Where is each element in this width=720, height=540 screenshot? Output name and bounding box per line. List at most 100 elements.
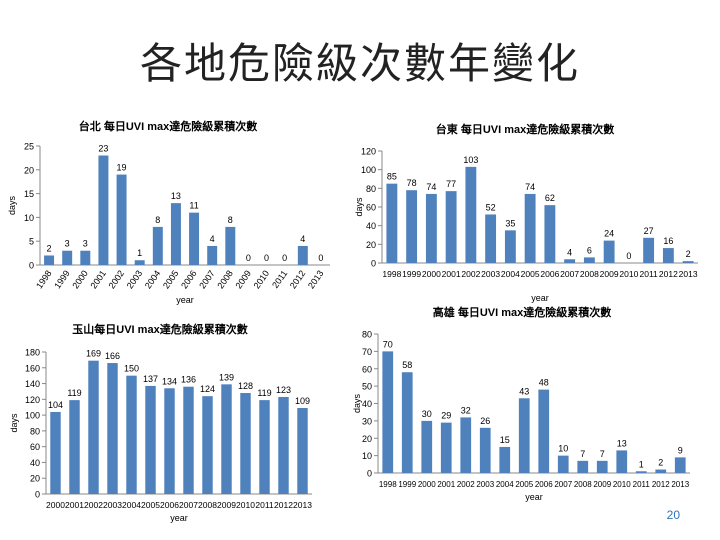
taitung-x-tick-label: 2002 xyxy=(461,269,480,279)
kaohsiung-y-label: days xyxy=(352,393,362,413)
yushan-data-label: 119 xyxy=(257,388,271,398)
kaohsiung-bar xyxy=(401,372,413,473)
taipei-data-label: 0 xyxy=(282,253,287,263)
taipei-bar xyxy=(116,174,127,265)
taitung-x-tick-label: 2004 xyxy=(501,269,520,279)
kaohsiung-data-label: 9 xyxy=(678,445,683,455)
taitung-y-tick-label: 40 xyxy=(366,221,376,231)
taipei-bar xyxy=(80,250,91,265)
yushan-bar xyxy=(69,400,80,494)
taitung-x-label: year xyxy=(531,293,549,303)
yushan-data-label: 150 xyxy=(124,364,139,374)
page-number: 20 xyxy=(666,508,680,522)
kaohsiung-data-label: 29 xyxy=(441,411,451,421)
taitung-data-label: 103 xyxy=(463,155,478,165)
taitung-bar xyxy=(662,248,674,263)
kaohsiung-bar xyxy=(440,422,452,473)
yushan-data-label: 136 xyxy=(181,375,196,385)
yushan-x-tick-label: 2006 xyxy=(160,500,179,510)
yushan-title: 玉山每日UVI max達危險級累積次數 xyxy=(72,322,247,336)
taitung-x-tick-label: 2010 xyxy=(619,269,638,279)
yushan-y-tick-label: 40 xyxy=(30,458,40,468)
taitung-data-label: 0 xyxy=(626,251,631,261)
taipei-bar xyxy=(170,203,181,265)
taitung-title: 台東 每日UVI max達危險級累積次數 xyxy=(436,122,614,136)
kaohsiung-x-tick-label: 2006 xyxy=(535,480,553,489)
yushan-y-tick-label: 140 xyxy=(25,379,40,389)
yushan-x-tick-label: 2003 xyxy=(103,500,122,510)
yushan-bar xyxy=(202,396,213,494)
kaohsiung-x-label: year xyxy=(525,492,543,502)
kaohsiung-bar xyxy=(557,455,569,473)
taipei-data-label: 4 xyxy=(300,234,305,244)
yushan-x-tick-label: 2009 xyxy=(217,500,236,510)
taitung-x-tick-label: 2007 xyxy=(560,269,579,279)
kaohsiung-bar xyxy=(596,460,608,473)
taipei-data-label: 2 xyxy=(47,243,52,253)
kaohsiung-y-tick-label: 10 xyxy=(362,451,372,461)
yushan-x-tick-label: 2002 xyxy=(84,500,103,510)
taipei-bar xyxy=(44,255,55,265)
taitung-y-tick-label: 60 xyxy=(366,203,376,213)
taipei-y-tick-label: 20 xyxy=(24,165,34,175)
taitung-x-tick-label: 2000 xyxy=(422,269,441,279)
taitung-bar xyxy=(386,183,398,263)
taitung-bar xyxy=(485,214,497,263)
kaohsiung-y-tick-label: 70 xyxy=(362,347,372,357)
yushan-x-tick-label: 2007 xyxy=(179,500,198,510)
kaohsiung-data-label: 15 xyxy=(500,435,510,445)
yushan-data-label: 119 xyxy=(67,388,81,398)
taitung-bar xyxy=(406,190,418,263)
taitung-data-label: 27 xyxy=(644,226,654,236)
kaohsiung-bar xyxy=(382,351,394,473)
yushan-y-tick-label: 0 xyxy=(35,490,40,500)
yushan-bar xyxy=(278,396,289,494)
kaohsiung-bar xyxy=(538,389,550,473)
kaohsiung-y-tick-label: 20 xyxy=(362,434,372,444)
kaohsiung-bar xyxy=(499,446,511,473)
yushan-y-tick-label: 100 xyxy=(25,411,40,421)
yushan-bar xyxy=(297,408,308,494)
taitung-data-label: 6 xyxy=(587,245,592,255)
taitung-x-tick-label: 1998 xyxy=(382,269,401,279)
kaohsiung-data-label: 13 xyxy=(617,438,627,448)
taipei-data-label: 0 xyxy=(246,253,251,263)
taipei-data-label: 8 xyxy=(228,215,233,225)
kaohsiung-x-tick-label: 1998 xyxy=(379,480,397,489)
kaohsiung-x-tick-label: 2011 xyxy=(633,480,651,489)
taitung-x-tick-label: 2003 xyxy=(481,269,500,279)
taitung-data-label: 77 xyxy=(446,179,456,189)
taipei-y-tick-label: 0 xyxy=(29,261,34,271)
yushan-bar xyxy=(164,388,175,494)
taitung-bar xyxy=(445,191,457,263)
taitung-bar xyxy=(465,166,477,263)
kaohsiung-bar xyxy=(421,420,433,473)
kaohsiung-x-tick-label: 2002 xyxy=(457,480,475,489)
yushan-y-tick-label: 180 xyxy=(25,348,40,358)
kaohsiung-bar xyxy=(635,471,647,473)
kaohsiung-bar xyxy=(616,450,628,473)
yushan-bar xyxy=(126,375,137,494)
kaohsiung-x-tick-label: 2001 xyxy=(437,480,455,489)
taitung-bar xyxy=(504,230,516,263)
taitung-data-label: 4 xyxy=(567,247,572,257)
taipei-bar xyxy=(207,245,218,265)
yushan-y-label: days xyxy=(9,413,19,433)
taitung-y-tick-label: 0 xyxy=(371,259,376,269)
kaohsiung-y-tick-label: 40 xyxy=(362,399,372,409)
taitung-x-tick-label: 2012 xyxy=(659,269,678,279)
taipei-x-label: year xyxy=(176,295,194,305)
taitung-bar xyxy=(524,193,536,263)
taitung-data-label: 16 xyxy=(663,236,673,246)
yushan-data-label: 137 xyxy=(143,374,158,384)
taipei-data-label: 23 xyxy=(98,144,108,154)
kaohsiung-x-tick-label: 1999 xyxy=(398,480,416,489)
taipei-data-label: 11 xyxy=(189,201,198,211)
taitung-bar xyxy=(643,237,655,263)
yushan-bar xyxy=(259,400,270,494)
yushan-data-label: 124 xyxy=(200,384,215,394)
taipei-data-label: 13 xyxy=(171,191,181,201)
kaohsiung-title: 高雄 每日UVI max達危險級累積次數 xyxy=(433,305,611,319)
kaohsiung-data-label: 43 xyxy=(519,386,529,396)
